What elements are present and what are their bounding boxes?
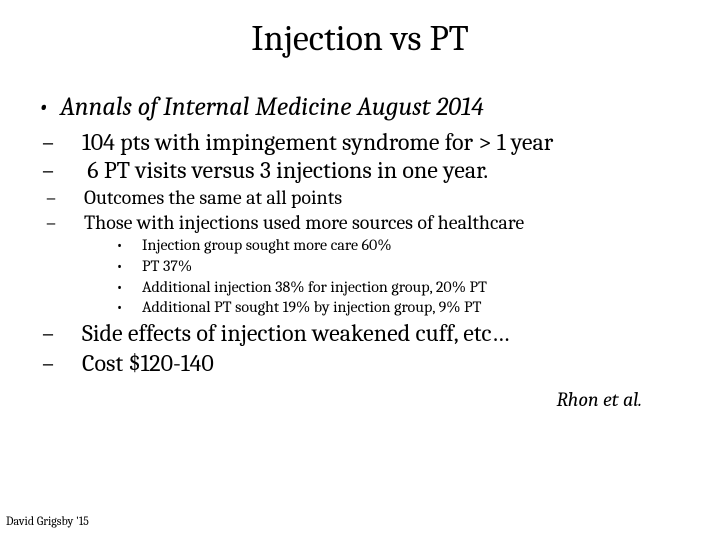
slide: Injection vs PT •Annals of Internal Medi…	[0, 0, 720, 540]
sub-point-text: Additional injection 38% for injection g…	[142, 278, 487, 296]
sub-point: •Injection group sought more care 60%	[38, 235, 690, 256]
point-large: – 6 PT visits versus 3 injections in one…	[38, 156, 690, 185]
dash-icon: –	[64, 128, 82, 157]
point-after: –Side effects of injection weakened cuff…	[38, 318, 690, 348]
source-line: •Annals of Internal Medicine August 2014	[38, 91, 690, 124]
sub-point-text: Injection group sought more care 60%	[142, 236, 392, 254]
point-text: Cost $120-140	[82, 349, 214, 377]
bullet-icon: •	[130, 297, 142, 318]
bullet-icon: •	[38, 91, 60, 124]
sub-point-text: Additional PT sought 19% by injection gr…	[142, 298, 481, 316]
point-medium: –Outcomes the same at all points	[38, 185, 690, 210]
bullet-icon: •	[130, 256, 142, 277]
sub-point: •PT 37%	[38, 256, 690, 277]
sub-point: •Additional PT sought 19% by injection g…	[38, 297, 690, 318]
footer-author: David Grigsby '15	[6, 514, 89, 528]
point-text: 104 pts with impingement syndrome for > …	[82, 128, 553, 156]
dash-icon: –	[64, 318, 82, 348]
point-text: Those with injections used more sources …	[84, 211, 524, 234]
dash-icon: –	[66, 185, 84, 210]
source-text: Annals of Internal Medicine August 2014	[60, 92, 484, 122]
bullet-icon: •	[130, 277, 142, 298]
dash-icon: –	[64, 156, 82, 185]
sub-point: •Additional injection 38% for injection …	[38, 277, 690, 298]
slide-content: •Annals of Internal Medicine August 2014…	[0, 69, 720, 411]
bullet-icon: •	[130, 235, 142, 256]
citation: Rhon et al.	[38, 378, 690, 411]
point-large: –104 pts with impingement syndrome for >…	[38, 128, 690, 157]
sub-point-text: PT 37%	[142, 257, 192, 275]
point-medium: –Those with injections used more sources…	[38, 210, 690, 235]
point-after: –Cost $120-140	[38, 348, 690, 378]
point-text: Outcomes the same at all points	[84, 186, 342, 209]
dash-icon: –	[66, 210, 84, 235]
dash-icon: –	[64, 348, 82, 378]
point-text: 6 PT visits versus 3 injections in one y…	[82, 156, 488, 184]
slide-title: Injection vs PT	[0, 0, 720, 69]
point-text: Side effects of injection weakened cuff,…	[82, 319, 510, 347]
